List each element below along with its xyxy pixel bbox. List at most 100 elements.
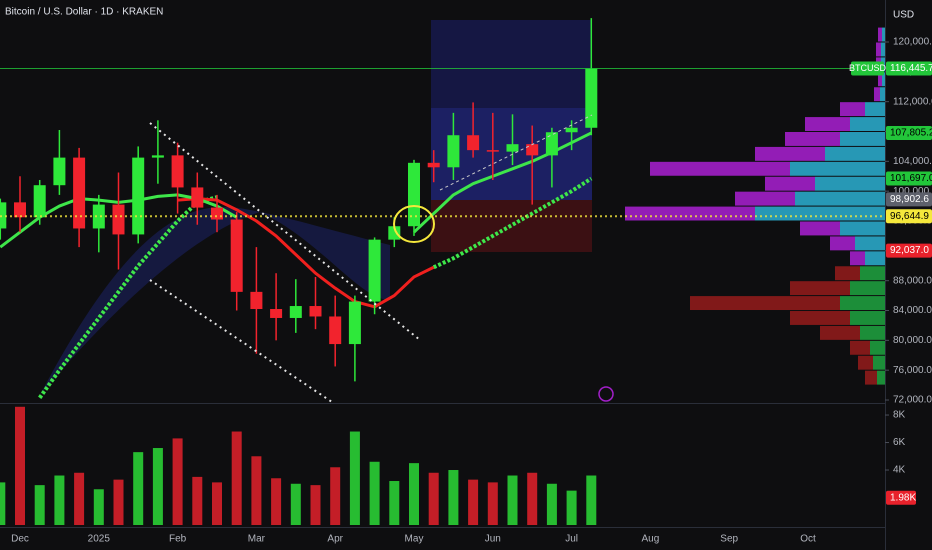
candle-body <box>92 204 105 229</box>
profile-bar <box>882 72 885 87</box>
price-label: 92,037.0 <box>890 245 929 256</box>
volume-bar <box>192 476 203 525</box>
profile-bar <box>840 296 885 311</box>
profile-bar <box>650 161 790 176</box>
price-label: 116,445.7 <box>890 63 932 74</box>
highlight-circle <box>393 205 435 243</box>
y-tick-label: 80,000.0 <box>893 335 932 346</box>
candle-body <box>447 135 460 168</box>
profile-bar <box>865 370 877 385</box>
x-tick-label: Apr <box>327 534 343 545</box>
profile-bar <box>850 340 870 355</box>
price-label: 96,644.9 <box>890 211 929 222</box>
volume-bar <box>487 482 498 525</box>
profile-bar <box>878 72 882 87</box>
profile-bar <box>800 221 840 236</box>
price-label-box <box>886 243 932 258</box>
price-label-box <box>886 171 932 186</box>
currency-label[interactable]: USD <box>893 10 914 21</box>
price-label-box <box>886 192 932 207</box>
profile-bar <box>870 340 885 355</box>
volume-tick-label: 6K <box>893 437 906 448</box>
volume-bar <box>507 475 518 525</box>
x-tick-label: Feb <box>169 534 187 545</box>
volume-bar <box>93 489 104 525</box>
candle-body <box>151 155 164 158</box>
profile-bar <box>865 102 885 117</box>
volume-bar <box>251 456 262 525</box>
candle-body <box>191 187 204 208</box>
profile-bar <box>840 102 865 117</box>
profile-bar <box>858 355 873 370</box>
symbol-tag-box <box>851 61 884 76</box>
profile-bar <box>881 42 885 57</box>
x-tick-label: 2025 <box>88 534 111 545</box>
volume-bar <box>0 482 6 525</box>
profile-bar <box>850 281 885 296</box>
ma-fill <box>40 207 390 395</box>
profile-bar <box>790 161 885 176</box>
y-tick-label: 112,000.0 <box>893 96 932 107</box>
volume-bar <box>369 461 380 525</box>
volume-bar <box>468 479 479 525</box>
stop-zone <box>431 200 592 252</box>
profile-bar <box>735 191 795 206</box>
ma-line <box>177 197 435 309</box>
candle-body <box>348 301 361 345</box>
candle-body <box>289 306 302 318</box>
candle-body <box>14 202 26 218</box>
candle-body <box>211 207 223 220</box>
volume-tick-label: 4K <box>893 465 906 476</box>
volume-bar <box>290 483 301 525</box>
ma-line <box>38 195 218 399</box>
profile-bar <box>878 27 882 42</box>
candle-body <box>309 306 322 317</box>
volume-bar <box>409 463 419 525</box>
volume-bar <box>113 479 124 525</box>
profile-bar <box>877 370 885 385</box>
volume-bar <box>133 452 144 525</box>
price-label: 98,902.6 <box>890 194 929 205</box>
candle-body <box>270 309 283 318</box>
candle-body <box>486 150 499 152</box>
volume-bar <box>448 470 459 525</box>
volume-label: 1.98K <box>890 492 916 503</box>
candle-body <box>250 291 263 310</box>
volume-bar <box>231 431 242 525</box>
volume-bar <box>527 472 538 525</box>
price-label-box <box>886 209 932 224</box>
candle-body <box>33 185 46 218</box>
symbol-tag: BTCUSD <box>849 63 887 73</box>
volume-bar <box>349 431 360 525</box>
event-icon[interactable] <box>598 386 614 402</box>
x-tick-label: Sep <box>720 534 738 545</box>
y-tick-label: 104,000.0 <box>893 156 932 167</box>
profile-bar <box>830 236 855 251</box>
profile-bar <box>690 296 840 311</box>
profile-bar <box>825 146 885 161</box>
profile-bar <box>874 87 880 102</box>
ma-line <box>432 176 593 270</box>
candle-body <box>388 226 401 240</box>
candle-body <box>526 144 539 156</box>
profile-bar <box>765 176 815 191</box>
profile-bar <box>873 355 885 370</box>
profile-bar <box>815 176 885 191</box>
trend-line <box>439 114 593 191</box>
profile-bar <box>882 27 885 42</box>
profile-bar <box>860 266 885 281</box>
profile-bar <box>865 251 885 266</box>
under-layer <box>40 20 885 395</box>
candle-body <box>565 127 578 133</box>
y-tick-label: 84,000.0 <box>893 305 932 316</box>
marks-layer <box>0 18 885 525</box>
x-tick-label: May <box>405 534 424 545</box>
y-tick-label: 72,000.0 <box>893 395 932 406</box>
price-label: 107,805.2 <box>890 128 932 139</box>
price-label-box <box>886 125 932 140</box>
volume-bar <box>172 438 183 525</box>
profile-bar <box>855 236 885 251</box>
trend-line <box>149 279 333 403</box>
